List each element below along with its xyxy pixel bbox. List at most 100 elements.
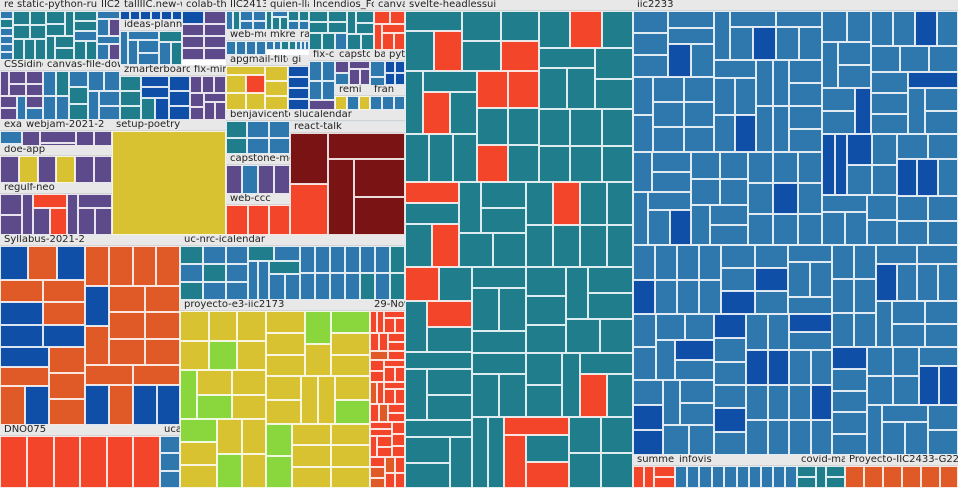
file-cell[interactable] [97,11,120,19]
file-cell[interactable] [266,11,272,30]
file-cell[interactable] [526,296,566,325]
file-cell[interactable] [109,312,145,339]
file-cell[interactable] [789,332,832,350]
file-cell[interactable] [78,194,112,208]
file-cell[interactable] [33,208,50,235]
file-cell[interactable] [897,134,928,159]
file-cell[interactable] [331,445,370,467]
file-cell[interactable] [370,371,384,382]
file-cell[interactable] [526,385,562,417]
file-cell[interactable] [354,159,405,197]
file-cell[interactable] [370,429,392,436]
file-cell[interactable] [691,205,710,245]
file-cell[interactable] [526,325,566,353]
file-cell[interactable] [893,347,919,376]
file-cell[interactable] [897,221,928,245]
file-cell[interactable] [299,11,309,21]
repo-group-infovis[interactable]: infovis [675,455,797,488]
file-cell[interactable] [309,100,335,110]
file-cell[interactable] [248,205,269,235]
file-cell[interactable] [633,192,648,245]
file-cell[interactable] [35,39,46,60]
file-cell[interactable] [328,11,347,22]
file-cell[interactable] [226,165,242,194]
file-cell[interactable] [940,466,958,488]
file-cell[interactable] [699,466,712,488]
file-cell[interactable] [272,17,280,30]
file-cell[interactable] [180,370,197,419]
file-cell[interactable] [160,453,180,471]
repo-group-zmarterboard[interactable]: zmarterboard [120,65,190,120]
file-cell[interactable] [938,264,958,301]
file-cell[interactable] [677,245,699,280]
file-cell[interactable] [248,261,258,300]
repo-group-iic2[interactable]: IIC2 [97,0,120,60]
file-cell[interactable] [925,111,958,134]
file-cell[interactable] [157,385,180,425]
file-cell[interactable] [288,21,299,30]
file-cell[interactable] [370,333,379,351]
file-cell[interactable] [109,19,120,36]
file-cell[interactable] [663,425,689,455]
repo-group-regulf-neo[interactable]: regulf-neo [0,183,112,235]
file-cell[interactable] [580,353,633,374]
file-cell[interactable] [265,81,288,96]
file-cell[interactable] [405,182,459,203]
file-cell[interactable] [493,233,526,267]
file-cell[interactable] [526,225,553,267]
repo-group-static-python-runr[interactable]: static-python-runr [13,0,97,60]
file-cell[interactable] [75,156,94,183]
file-cell[interactable] [789,106,822,129]
file-cell[interactable] [737,466,749,488]
file-cell[interactable] [204,11,226,24]
file-cell[interactable] [274,246,300,261]
file-cell[interactable] [359,96,370,110]
file-cell[interactable] [405,267,439,301]
file-cell[interactable] [335,61,349,73]
file-cell[interactable] [43,71,56,96]
file-cell[interactable] [748,152,773,183]
file-cell[interactable] [633,314,656,347]
file-cell[interactable] [867,220,897,245]
file-cell[interactable] [570,109,602,146]
file-cell[interactable] [691,152,720,179]
file-cell[interactable] [46,24,65,36]
file-cell[interactable] [526,182,553,225]
file-cell[interactable] [209,341,237,370]
repo-group-setup-poetry[interactable]: setup-poetry [112,120,226,235]
file-cell[interactable] [85,246,109,286]
file-cell[interactable] [508,71,539,108]
file-cell[interactable] [427,369,472,395]
file-cell[interactable] [633,466,644,488]
file-cell[interactable] [384,382,405,389]
file-cell[interactable] [459,233,493,267]
repo-group-apgmail-filter-pa[interactable]: apgmail-filter-pa [226,55,288,110]
file-cell[interactable] [356,11,374,23]
file-cell[interactable] [67,194,78,235]
file-cell[interactable] [588,293,633,319]
file-cell[interactable] [0,52,13,60]
file-cell[interactable] [50,208,67,235]
file-cell[interactable] [595,79,633,109]
file-cell[interactable] [360,273,375,300]
file-cell[interactable] [714,78,735,115]
file-cell[interactable] [539,68,567,109]
file-cell[interactable] [266,311,305,333]
file-cell[interactable] [133,436,160,488]
file-cell[interactable] [240,11,253,21]
file-cell[interactable] [43,325,85,347]
file-cell[interactable] [797,466,816,477]
file-cell[interactable] [22,194,33,235]
repo-group-fix-cc[interactable]: fix-cc [309,50,335,110]
file-cell[interactable] [159,42,171,65]
file-cell[interactable] [226,138,247,154]
file-cell[interactable] [328,133,405,159]
file-cell[interactable] [755,245,788,268]
file-cell[interactable] [236,41,246,55]
file-cell[interactable] [74,41,86,60]
file-cell[interactable] [78,208,95,235]
file-cell[interactable] [847,165,872,195]
file-cell[interactable] [309,81,322,100]
repo-group-proyecto-iic2433-g22[interactable]: Proyecto-IIC2433-G22 [845,455,958,488]
file-cell[interactable] [301,41,305,50]
